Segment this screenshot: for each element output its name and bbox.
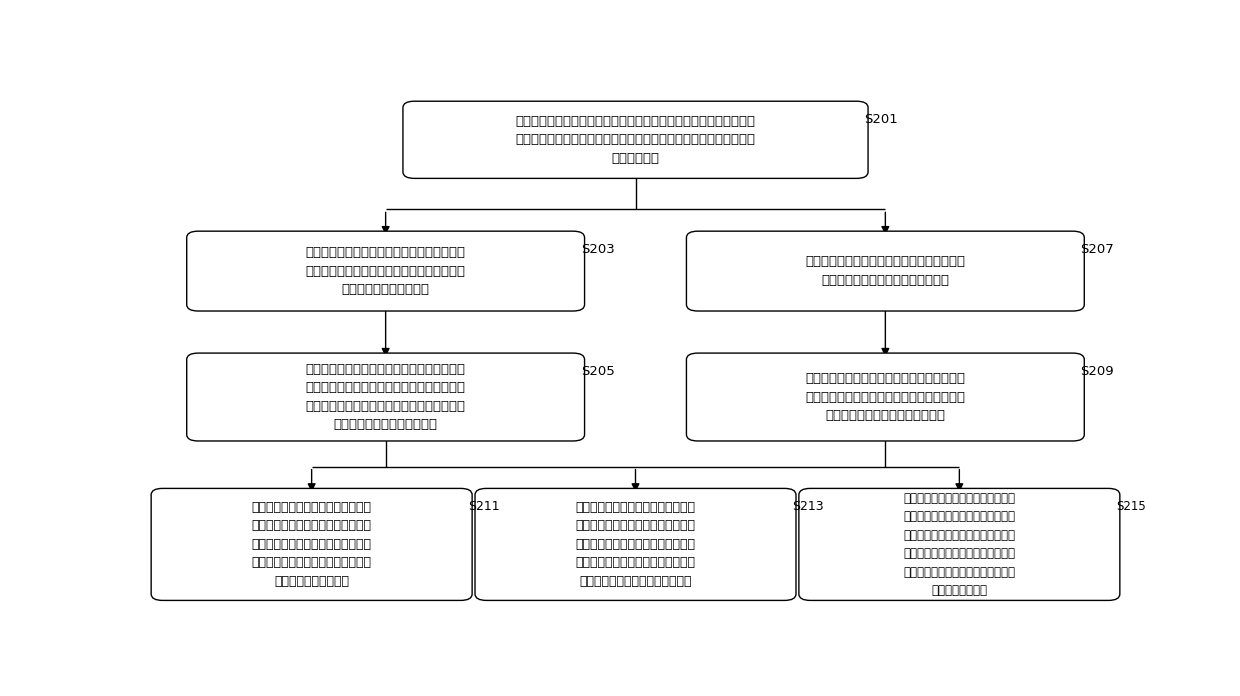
FancyBboxPatch shape bbox=[403, 101, 868, 178]
Text: 当满足预设换道条件时，或，不满足
预设换道条件且后车减速时，基于目
标横向行驶数据和目标纵向行驶数据
构建目标换道车辆在所述换道轨迹坐
标系中的第一换道轨迹: 当满足预设换道条件时，或，不满足 预设换道条件且后车减速时，基于目 标横向行驶数… bbox=[252, 501, 372, 588]
FancyBboxPatch shape bbox=[475, 489, 796, 601]
Text: S211: S211 bbox=[469, 500, 500, 513]
Text: S213: S213 bbox=[792, 500, 823, 513]
FancyBboxPatch shape bbox=[151, 489, 472, 601]
FancyBboxPatch shape bbox=[687, 353, 1084, 441]
Text: S205: S205 bbox=[580, 365, 615, 378]
Text: S203: S203 bbox=[580, 243, 615, 256]
FancyBboxPatch shape bbox=[187, 353, 584, 441]
Text: S215: S215 bbox=[1116, 500, 1146, 513]
Text: S207: S207 bbox=[1080, 243, 1115, 256]
Text: S201: S201 bbox=[864, 113, 898, 126]
Text: S209: S209 bbox=[1080, 365, 1114, 378]
Text: 以目标换道车辆所在位置为原点，所述目标换道车辆的当前车道的中
心线沿行驶方向为纵坐标，所述中心线的法线方向为横坐标，构建换
道轨迹坐标系: 以目标换道车辆所在位置为原点，所述目标换道车辆的当前车道的中 心线沿行驶方向为纵… bbox=[516, 115, 755, 165]
Text: 当不满足预设换道条件且后车未减速
时，更新目标纵向行驶数据中的加速
度；基于更新后的纵向行驶数据和目
标横向行驶数据构建目标换道车辆在
换道轨迹坐标系中的第二换: 当不满足预设换道条件且后车未减速 时，更新目标纵向行驶数据中的加速 度；基于更新… bbox=[575, 501, 696, 588]
Text: 根据换道过程中每个时刻的目标换道车辆的纵
向速度、目标前车的纵向速度、目标前车与目
标换道车辆间的距离确定所述目标换道车辆换
道过程中的目标纵向行驶数据: 根据换道过程中每个时刻的目标换道车辆的纵 向速度、目标前车的纵向速度、目标前车与… bbox=[305, 363, 466, 432]
Text: 当不满足预设换道条件时，更新换回
原车道过程中的横向行驶数据和纵向
行驶数据；基于换回原车道过程中的
横向行驶数据和纵向行驶数据构建目
标换道车辆在换道轨迹坐标: 当不满足预设换道条件时，更新换回 原车道过程中的横向行驶数据和纵向 行驶数据；基… bbox=[904, 491, 1016, 597]
FancyBboxPatch shape bbox=[687, 231, 1084, 311]
Text: 基于目标换道车辆的质心是否跨越所述当前车
道的车道线，从目标车道上的前车和当前车道
上的前车中确定目标前车: 基于目标换道车辆的质心是否跨越所述当前车 道的车道线，从目标车道上的前车和当前车… bbox=[305, 246, 466, 296]
Text: 确定换道过程中的预设初始横向行驶数据、预
设结束横向行驶数据和预设换道时间: 确定换道过程中的预设初始横向行驶数据、预 设结束横向行驶数据和预设换道时间 bbox=[805, 255, 966, 287]
FancyBboxPatch shape bbox=[187, 231, 584, 311]
FancyBboxPatch shape bbox=[799, 489, 1120, 601]
Text: 根据预设初始横向行驶数据、预设结束横向行
驶数据和和预设换道时间确定所述目标换道车
辆换道过程中的目标横向行驶数据: 根据预设初始横向行驶数据、预设结束横向行 驶数据和和预设换道时间确定所述目标换道… bbox=[805, 372, 966, 422]
